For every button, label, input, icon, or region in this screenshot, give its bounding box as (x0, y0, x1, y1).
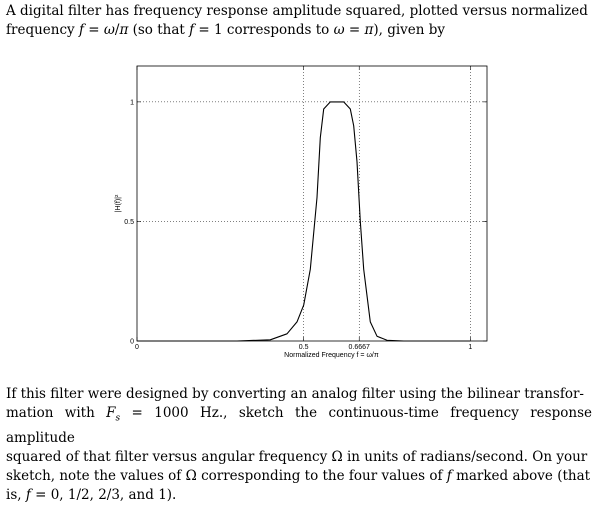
question-line-3: squared of that filter versus angular fr… (6, 448, 588, 465)
response-curve (137, 101, 471, 342)
plot-frame (136, 65, 488, 342)
question-line-5: is, f = 0, 1/2, 2/3, and 1). (6, 486, 177, 503)
y-tick-label: 1 (130, 99, 134, 106)
x-axis-label: Normalized Frequency f = ω/π (284, 352, 379, 359)
question-line-1: If this filter were designed by converti… (6, 386, 584, 402)
x-tick-label: 0.6667 (349, 344, 371, 351)
question-line-2: mation with Fs = 1000 Hz., sketch the co… (6, 405, 592, 446)
y-tick-label: 0 (130, 339, 134, 346)
x-tick-label: 0 (135, 344, 139, 351)
x-tick-label: 1 (468, 344, 472, 351)
intro-paragraph: A digital filter has frequency response … (6, 2, 592, 40)
intro-line-1: A digital filter has frequency response … (6, 3, 588, 19)
question-paragraph: If this filter were designed by converti… (6, 385, 592, 505)
y-axis-label: |H(f)|² (115, 194, 122, 212)
x-tick-label: 0.5 (299, 344, 309, 351)
y-tick-label: 0.5 (124, 219, 134, 226)
question-line-4: sketch, note the values of Ω correspondi… (6, 467, 591, 484)
frequency-response-chart: 0 0.5 0.6667 1 0 0.5 1 Normalized Frequency f =… (115, 65, 488, 359)
intro-line-2: frequency f = ω/π (so that f = 1 corresp… (6, 22, 446, 38)
